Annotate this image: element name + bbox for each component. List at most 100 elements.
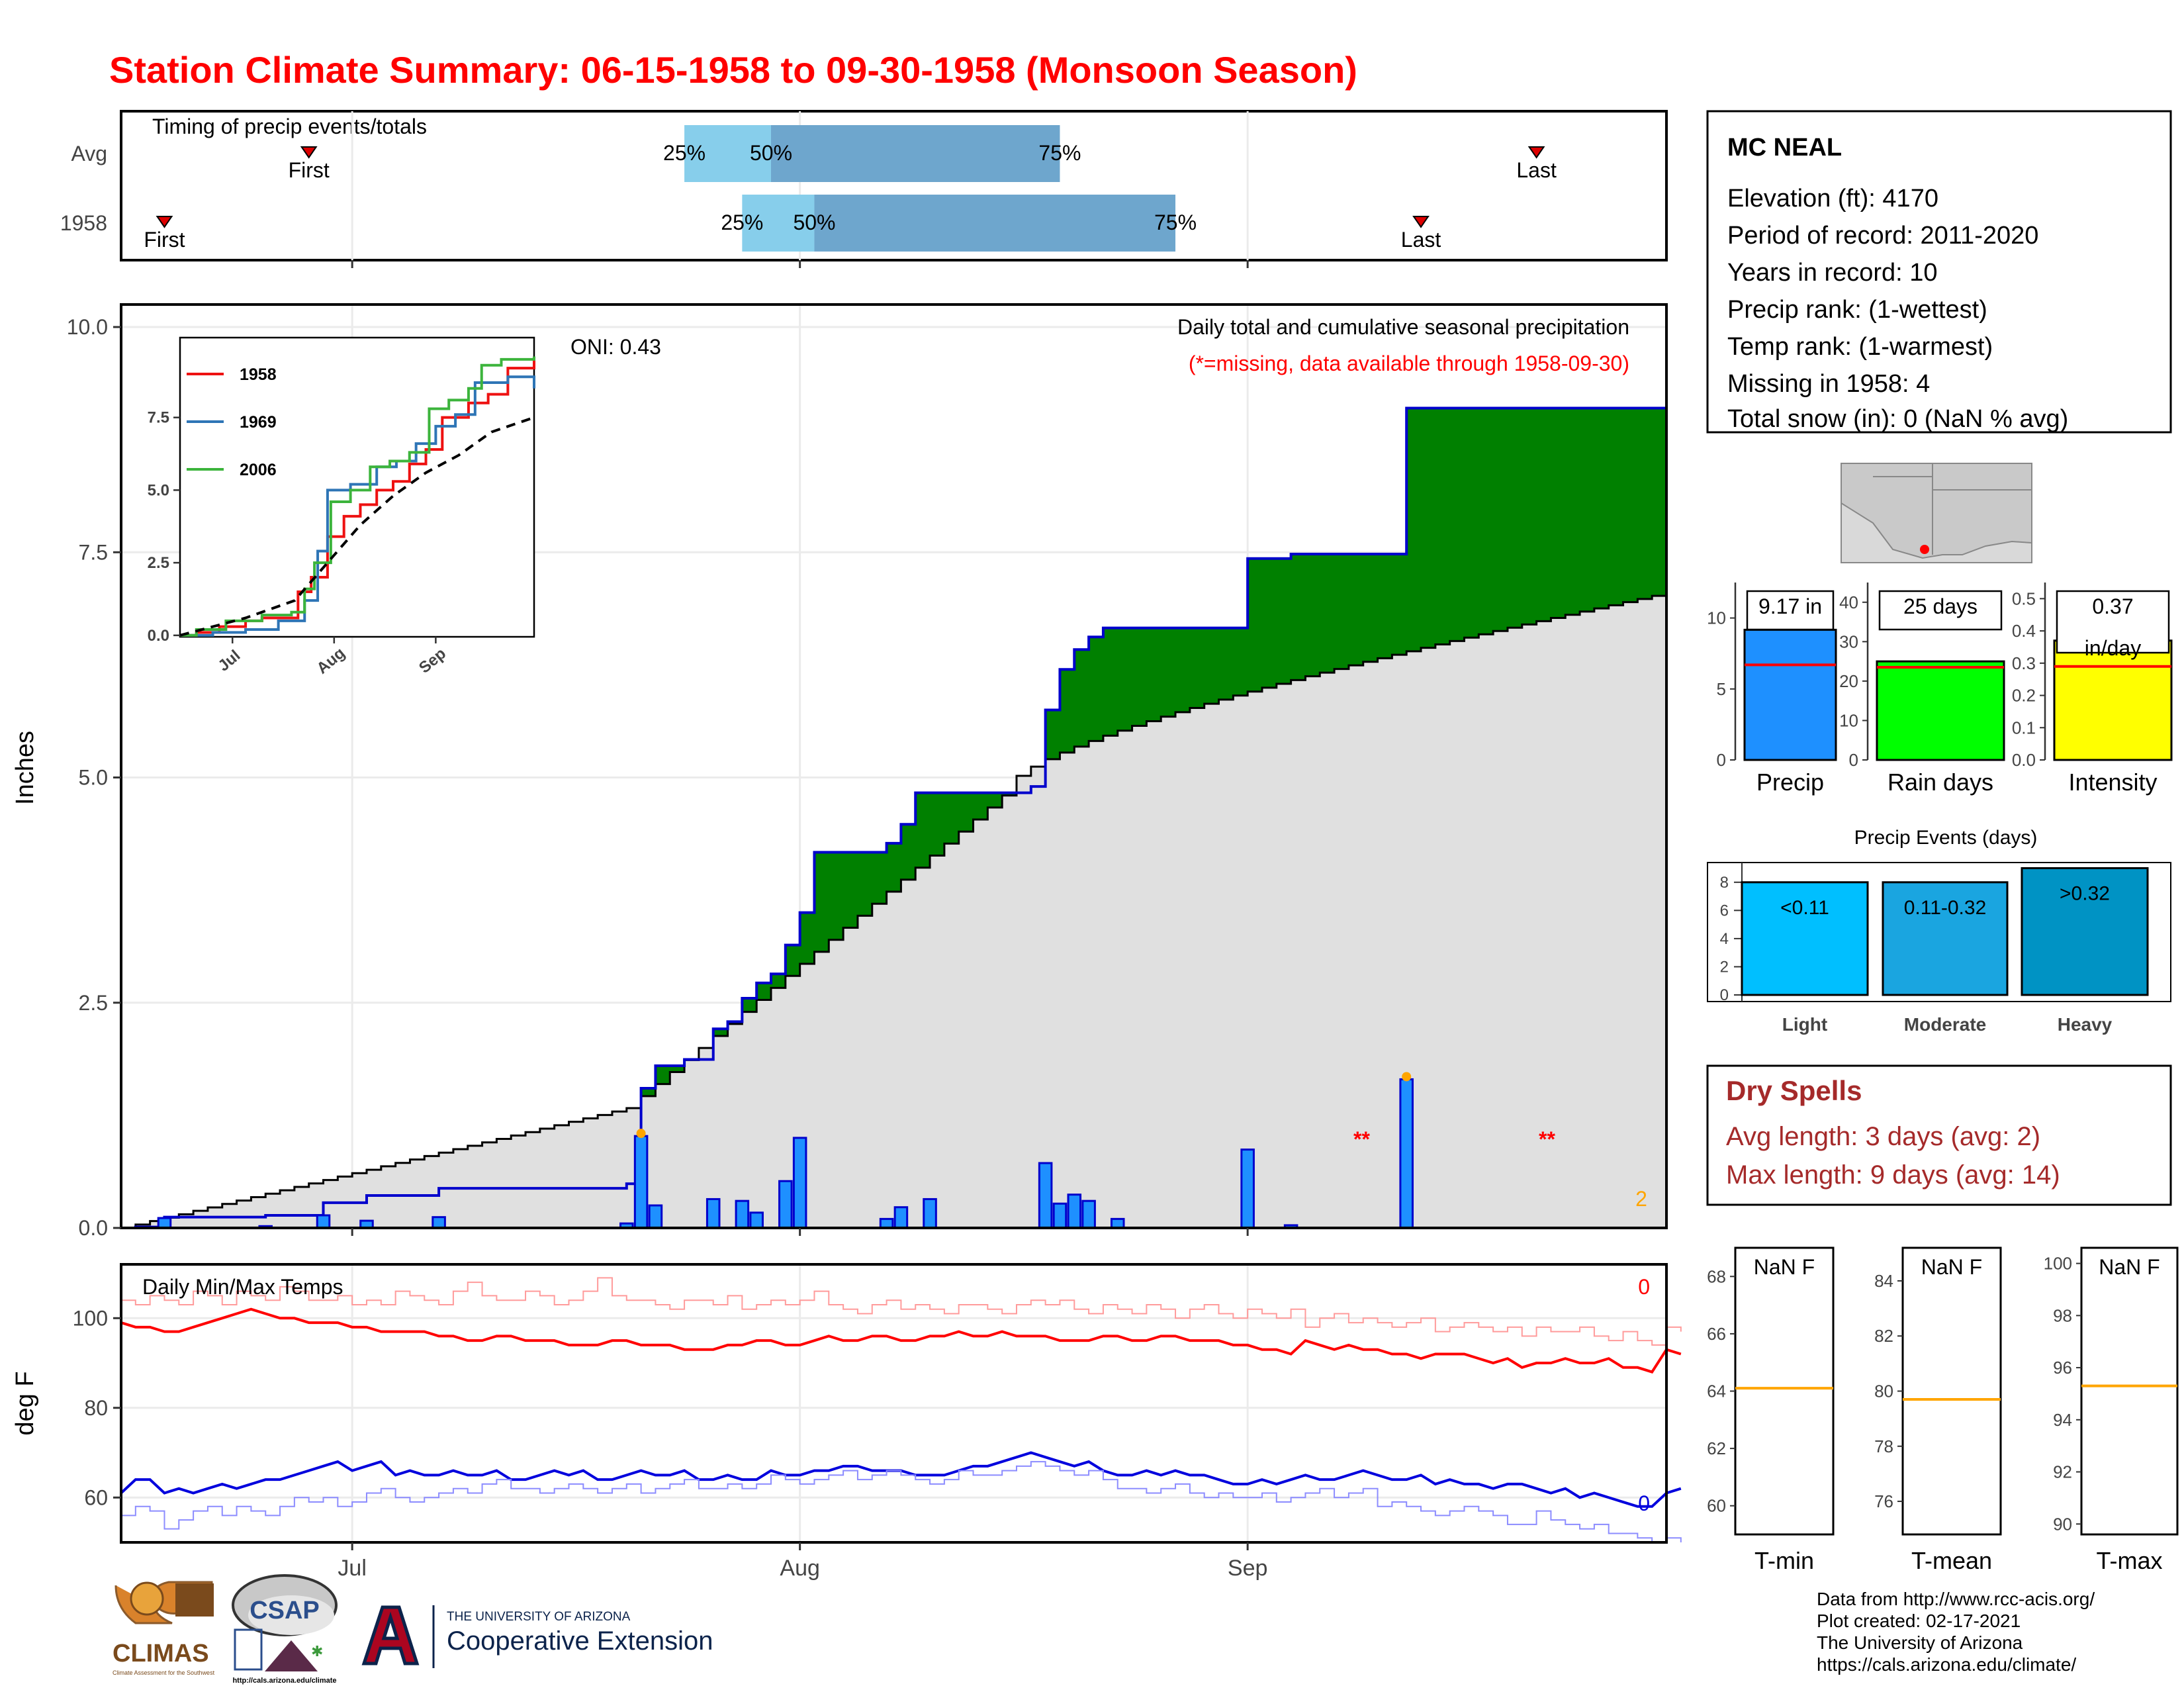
oni-label: ONI: 0.43: [570, 335, 661, 359]
inset-ytick-label-3: 7.5: [148, 409, 169, 427]
timing-first-marker-avg: [300, 146, 318, 159]
timing-bar-upper-y1958: [814, 195, 1176, 252]
summary-bar-panels: 0 5 10 9.17 in Precip 0 10 20 30 40 25 days Rain da…: [1707, 583, 2173, 796]
summary-ytick-label-raindays-1: 10: [1839, 710, 1858, 730]
precip-subtitle: (*=missing, data available through 1958-…: [1189, 352, 1629, 375]
summary-ytick-label-intensity-4: 0.4: [2012, 621, 2036, 641]
daily-precip-bar-1958-07-29: [749, 1211, 764, 1229]
precip-observed-line: [121, 406, 1666, 1229]
precip-surplus-fill-1958-09-03: [1276, 558, 1292, 684]
inset-ytick-label-1: 2.5: [148, 554, 169, 572]
station-line-period: Period of record: 2011-2020: [1727, 222, 2038, 250]
events-category-heavy: Heavy: [2058, 1014, 2113, 1035]
precip-surplus-fill-1958-09-09: [1363, 553, 1379, 662]
missing-count-label: 2: [1635, 1187, 1647, 1211]
temp-summary-ytick-label-tmax-1: 92: [2053, 1462, 2072, 1482]
summary-ytick-label-precip-0: 0: [1717, 750, 1726, 770]
temp-summary-ytick-label-tmin-3: 66: [1707, 1324, 1726, 1344]
dry-spells-avg: Avg length: 3 days (avg: 2): [1726, 1122, 2040, 1151]
events-bar-label-moderate: 0.11-0.32: [1904, 897, 1987, 919]
temp-ytick-label-1: 80: [84, 1396, 108, 1420]
daily-precip-bar-1958-08-07: [879, 1217, 894, 1229]
inset-series-avg: [179, 416, 535, 637]
precip-surplus-fill-1958-08-06: [872, 852, 887, 904]
temp-y-axis-label: deg F: [11, 1371, 39, 1435]
precip-surplus-fill-1958-09-02: [1261, 558, 1277, 688]
temp-panel-bg: [121, 1264, 1666, 1542]
precip-surplus-fill-1958-09-21: [1536, 408, 1552, 622]
timing-last-label-y1958: Last: [1401, 228, 1441, 252]
csap-cloud-inner-icon: [248, 1595, 334, 1635]
precip-series: [121, 406, 1668, 1229]
temp-ytick-label-2: 100: [73, 1306, 108, 1330]
precip-avg-area: [121, 592, 1666, 1228]
events-bars: 0 2 4 6 8 <0.11 Light 0.11-0.32 Moderate >0.32 Hea…: [1720, 863, 2149, 1035]
precip-surplus-fill-1958-08-01: [799, 912, 815, 964]
events-ytick-label-4: 8: [1720, 874, 1729, 892]
precip-surplus-fill-1958-07-31: [785, 945, 801, 976]
ua-block-a-icon: [361, 1605, 420, 1665]
precip-axis: 0.0 2.5 5.0 7.5 10.0: [67, 315, 1249, 1240]
precip-surplus-fill-1958-08-18: [1045, 710, 1061, 759]
precip-surplus-fill-1958-09-26: [1608, 408, 1624, 606]
daily-precip-bar-1958-06-18: [157, 1217, 172, 1229]
precip-surplus-fill-1958-09-20: [1522, 408, 1537, 625]
station-name: MC NEAL: [1727, 134, 1842, 162]
missing-marker-2: **: [1539, 1127, 1555, 1151]
precip-ytick-label-4: 10.0: [67, 315, 108, 339]
daily-precip-bar-1958-08-20: [1067, 1194, 1082, 1229]
temp-panel: Daily Min/Max Temps 0 0 deg F 60 80 100 Jul…: [11, 1263, 1682, 1581]
timing-pct-label-y1958-1: 50%: [793, 211, 835, 234]
precip-surplus-fill-1958-08-26: [1161, 628, 1176, 717]
temp-summary-ytick-label-tmax-4: 98: [2053, 1305, 2072, 1325]
temp-series: [120, 1277, 1682, 1543]
precip-surplus-fill-1958-09-04: [1291, 553, 1306, 680]
events-bar-label-heavy: >0.32: [2060, 883, 2110, 905]
precip-surplus-fill-1958-09-18: [1493, 408, 1508, 632]
daily-precip-bar-1958-08-21: [1081, 1199, 1096, 1229]
dry-spells-panel: Dry Spells Avg length: 3 days (avg: 2) M…: [1706, 1064, 2172, 1206]
summary-label2-intensity: in/day: [2085, 636, 2141, 660]
summary-category-raindays: Rain days: [1888, 769, 1993, 796]
temp-missing-max: 0: [1638, 1275, 1650, 1299]
precip-ytick-label-0: 0.0: [79, 1216, 108, 1240]
temp-grid: [121, 1264, 1666, 1542]
timing-marks: 25% 50% 75% First Last 25% 50% 75% First Last: [144, 111, 1557, 268]
station-location-marker: [1920, 545, 1929, 554]
ua-logo-small-text: THE UNIVERSITY OF ARIZONA: [447, 1610, 631, 1624]
dry-spells-frame: [1706, 1064, 2172, 1206]
daily-precip-bar-1958-08-18: [1038, 1162, 1053, 1229]
precip-surplus-fill-1958-07-23: [670, 1066, 685, 1072]
daily-precip-bar-1958-08-23: [1110, 1217, 1125, 1229]
precip-surplus-fill-1958-08-12: [958, 792, 974, 832]
timing-first-marker-y1958: [156, 216, 173, 228]
temp-summary-ytick-label-tmax-0: 90: [2053, 1514, 2072, 1534]
precip-surplus-fill-1958-09-10: [1377, 553, 1392, 659]
summary-bar-raindays: [1876, 660, 2005, 761]
events-category-moderate: Moderate: [1904, 1014, 1986, 1035]
events-bar-label-light: <0.11: [1780, 897, 1829, 919]
missing-marker-1: **: [1353, 1127, 1370, 1151]
climas-block-icon: [175, 1583, 214, 1617]
timing-row-label-year: 1958: [60, 211, 107, 235]
daily-precip-bar-1958-07-31: [778, 1180, 793, 1229]
footer-url: https://cals.arizona.edu/climate/: [1817, 1654, 2076, 1675]
summary-bar-precip: [1743, 628, 1837, 761]
temp-xtick-label-1: Aug: [780, 1556, 820, 1581]
precip-surplus-fill-1958-07-29: [756, 982, 772, 1000]
station-line-elevation: Elevation (ft): 4170: [1727, 185, 1938, 212]
timing-pct-label-avg-0: 25%: [663, 141, 705, 165]
daily-precip-bar-1958-09-01: [1240, 1149, 1255, 1229]
precip-surplus-fill-1958-08-05: [857, 852, 873, 916]
temp-xtick-label-2: Sep: [1228, 1556, 1268, 1581]
temp-frame: [120, 1263, 1668, 1544]
precip-surplus-fill-1958-08-09: [915, 792, 931, 868]
inset-ytick-label-2: 5.0: [148, 481, 169, 499]
timing-pct-label-avg-2: 75%: [1038, 141, 1081, 165]
temp-series-avg-max: [120, 1307, 1682, 1374]
events-title: Precip Events (days): [1854, 827, 2038, 849]
temp-title: Daily Min/Max Temps: [142, 1275, 343, 1299]
precip-ytick-label-2: 5.0: [79, 766, 108, 790]
timing-last-marker-y1958: [1412, 216, 1430, 228]
